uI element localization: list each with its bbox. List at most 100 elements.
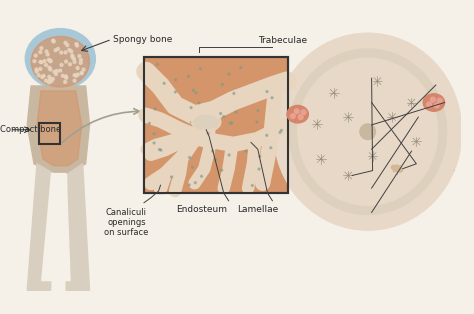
Circle shape: [298, 115, 303, 120]
Ellipse shape: [359, 122, 376, 141]
Text: Canaliculi: Canaliculi: [374, 184, 418, 192]
Ellipse shape: [409, 100, 414, 106]
Circle shape: [270, 147, 272, 149]
Ellipse shape: [31, 36, 90, 87]
Circle shape: [430, 97, 435, 102]
Circle shape: [49, 78, 52, 81]
Circle shape: [189, 157, 191, 159]
Circle shape: [53, 70, 56, 73]
Circle shape: [76, 67, 79, 69]
Circle shape: [154, 108, 156, 110]
Circle shape: [64, 41, 67, 44]
Ellipse shape: [315, 77, 420, 187]
Ellipse shape: [194, 115, 218, 129]
Ellipse shape: [289, 49, 447, 214]
Circle shape: [266, 134, 268, 136]
Circle shape: [73, 57, 75, 60]
Circle shape: [48, 59, 52, 62]
Circle shape: [45, 79, 47, 82]
Circle shape: [279, 132, 281, 133]
Circle shape: [188, 184, 190, 186]
Circle shape: [228, 154, 230, 156]
Text: Canaliculi
openings
on surface: Canaliculi openings on surface: [104, 208, 149, 237]
Circle shape: [174, 91, 176, 93]
Circle shape: [240, 67, 242, 68]
Circle shape: [52, 39, 55, 42]
Circle shape: [80, 58, 82, 61]
Text: Spongy bone: Spongy bone: [113, 35, 172, 44]
Circle shape: [49, 59, 52, 62]
Ellipse shape: [191, 112, 221, 132]
Circle shape: [223, 116, 225, 117]
Circle shape: [191, 166, 193, 168]
Bar: [144, 57, 288, 193]
Ellipse shape: [25, 29, 95, 89]
Text: Lamellae: Lamellae: [374, 208, 415, 217]
Polygon shape: [27, 86, 90, 174]
Circle shape: [69, 63, 72, 66]
Circle shape: [294, 109, 299, 114]
Circle shape: [56, 47, 59, 50]
Circle shape: [64, 51, 67, 54]
Circle shape: [80, 71, 83, 74]
Circle shape: [215, 159, 217, 161]
Ellipse shape: [341, 104, 394, 159]
Circle shape: [52, 40, 55, 43]
Circle shape: [163, 82, 165, 84]
Text: Endosteum: Endosteum: [176, 205, 227, 214]
Circle shape: [35, 68, 38, 71]
Circle shape: [256, 121, 258, 123]
Polygon shape: [42, 174, 58, 280]
Bar: [144, 57, 288, 193]
Circle shape: [51, 77, 55, 80]
Circle shape: [50, 80, 53, 83]
Circle shape: [190, 107, 192, 109]
Circle shape: [259, 155, 261, 157]
Text: Osteoclast: Osteoclast: [374, 120, 421, 129]
Circle shape: [159, 149, 161, 150]
Circle shape: [47, 58, 50, 61]
Circle shape: [301, 110, 306, 115]
Circle shape: [49, 60, 52, 63]
Circle shape: [188, 75, 190, 77]
Polygon shape: [37, 91, 82, 166]
Circle shape: [192, 89, 194, 91]
Polygon shape: [56, 174, 70, 280]
Circle shape: [153, 133, 155, 135]
Circle shape: [60, 51, 63, 54]
Circle shape: [271, 97, 273, 99]
Ellipse shape: [318, 156, 324, 161]
Circle shape: [68, 48, 71, 51]
Circle shape: [73, 61, 76, 63]
Ellipse shape: [287, 106, 309, 123]
Text: Compact bone: Compact bone: [0, 125, 61, 134]
Text: Trabeculae: Trabeculae: [258, 36, 307, 45]
Circle shape: [79, 62, 82, 64]
Ellipse shape: [415, 138, 418, 145]
Circle shape: [46, 53, 49, 56]
Ellipse shape: [331, 91, 337, 95]
Circle shape: [49, 68, 52, 71]
Circle shape: [171, 176, 173, 178]
Circle shape: [70, 50, 73, 53]
Text: Lamellae: Lamellae: [237, 205, 278, 214]
Circle shape: [65, 76, 68, 79]
Circle shape: [75, 74, 78, 77]
Circle shape: [281, 129, 283, 131]
Ellipse shape: [298, 58, 438, 205]
Ellipse shape: [324, 86, 411, 178]
Circle shape: [42, 74, 45, 77]
Circle shape: [64, 60, 67, 63]
Circle shape: [257, 110, 259, 112]
Circle shape: [37, 74, 40, 77]
Circle shape: [194, 182, 196, 184]
Ellipse shape: [393, 167, 400, 171]
Circle shape: [48, 66, 51, 69]
Ellipse shape: [346, 116, 351, 119]
Circle shape: [39, 51, 42, 54]
Circle shape: [438, 98, 442, 103]
Ellipse shape: [392, 165, 402, 172]
Circle shape: [66, 44, 69, 46]
Circle shape: [71, 56, 74, 59]
Circle shape: [235, 111, 237, 113]
